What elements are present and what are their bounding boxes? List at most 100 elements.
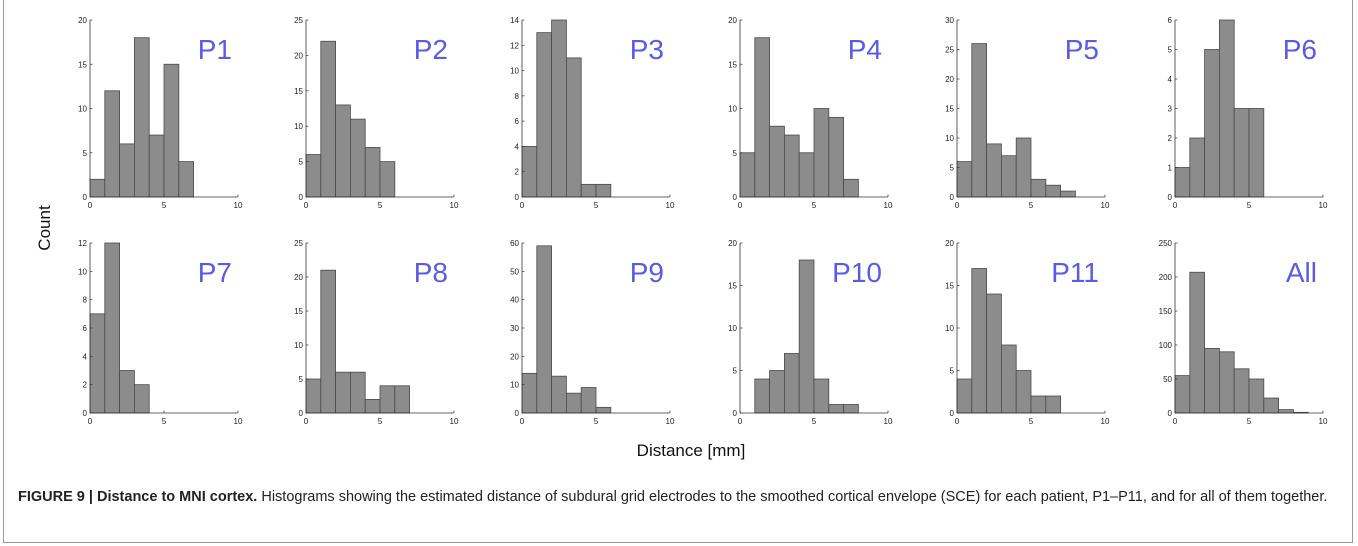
y-tick-label: 15 bbox=[78, 60, 87, 69]
histogram-panel-p7: 0 2 4 6 8 10 12 0 5 10 P7 bbox=[78, 239, 243, 426]
x-tick-label: 5 bbox=[1029, 417, 1034, 426]
y-tick-label: 200 bbox=[1159, 273, 1173, 282]
histogram-bar bbox=[813, 378, 830, 414]
y-tick-label: 4 bbox=[83, 352, 88, 361]
histogram-bar bbox=[580, 183, 597, 198]
panel-label: P1 bbox=[198, 34, 232, 65]
x-tick-label: 5 bbox=[1247, 201, 1252, 210]
histogram-bar bbox=[1001, 155, 1017, 198]
histogram-bar bbox=[1045, 184, 1062, 198]
histogram-bar bbox=[394, 385, 410, 414]
y-tick-label: 20 bbox=[78, 16, 87, 25]
y-tick-label: 8 bbox=[83, 296, 88, 305]
x-tick-label: 10 bbox=[666, 417, 675, 426]
y-tick-label: 5 bbox=[733, 149, 738, 158]
x-tick-label: 5 bbox=[594, 417, 599, 426]
histogram-bar bbox=[1174, 375, 1191, 414]
caption-title: FIGURE 9 | Distance to MNI cortex. bbox=[18, 489, 258, 505]
y-tick-label: 1 bbox=[1168, 164, 1173, 173]
histogram-bar bbox=[784, 353, 800, 414]
histogram-bar bbox=[986, 143, 1002, 198]
histogram-bar bbox=[349, 118, 366, 198]
histogram-bar bbox=[580, 387, 597, 414]
y-tick-label: 8 bbox=[515, 92, 520, 101]
y-tick-label: 14 bbox=[510, 16, 519, 25]
panel-label: P8 bbox=[414, 257, 448, 288]
histogram-bar bbox=[813, 108, 830, 198]
y-tick-label: 0 bbox=[950, 409, 955, 418]
histogram-bar bbox=[1263, 397, 1280, 414]
y-tick-label: 30 bbox=[510, 324, 519, 333]
histogram-bar bbox=[163, 63, 180, 198]
histogram-bar bbox=[551, 19, 567, 198]
histogram-bar bbox=[1030, 178, 1047, 198]
y-tick-label: 0 bbox=[515, 193, 520, 202]
y-tick-label: 60 bbox=[510, 239, 519, 248]
y-tick-label: 0 bbox=[515, 409, 520, 418]
x-tick-label: 10 bbox=[1101, 417, 1110, 426]
histogram-bar bbox=[89, 178, 106, 198]
histogram-panel-p6: 0 1 2 3 4 5 6 0 5 10 P6 bbox=[1168, 16, 1328, 210]
x-tick-label: 10 bbox=[450, 417, 459, 426]
histogram-bar bbox=[89, 313, 106, 414]
histogram-panel-p8: 0 5 10 15 20 25 0 5 10 P8 bbox=[294, 239, 459, 426]
histogram-bar bbox=[305, 378, 322, 414]
histogram-bar bbox=[566, 57, 582, 198]
y-tick-label: 25 bbox=[945, 46, 954, 55]
histogram-bar bbox=[566, 392, 582, 414]
y-tick-label: 50 bbox=[1163, 375, 1172, 384]
figure-frame bbox=[3, 0, 1353, 543]
y-tick-label: 3 bbox=[1168, 105, 1173, 114]
y-axis-label: Count bbox=[35, 205, 54, 251]
y-tick-label: 10 bbox=[728, 324, 737, 333]
histogram-panel-p5: 0 5 10 15 20 25 30 0 5 10 P5 bbox=[945, 16, 1110, 210]
y-tick-label: 15 bbox=[728, 60, 737, 69]
histogram-bar bbox=[178, 161, 195, 198]
histogram-bar bbox=[798, 259, 815, 414]
histogram-panel-p11: 0 5 10 15 20 0 5 10 P11 bbox=[945, 239, 1110, 426]
y-tick-label: 5 bbox=[299, 158, 304, 167]
panel-label: P2 bbox=[414, 34, 448, 65]
histogram-panel-p10: 0 5 10 15 20 0 5 10 P10 bbox=[728, 239, 893, 426]
histogram-bar bbox=[986, 293, 1002, 414]
histogram-panel-p2: 0 5 10 15 20 25 0 5 10 P2 bbox=[294, 16, 459, 210]
histogram-panel-p4: 0 5 10 15 20 0 5 10 P4 bbox=[728, 16, 893, 210]
y-tick-label: 20 bbox=[728, 239, 737, 248]
y-tick-label: 20 bbox=[945, 239, 954, 248]
x-tick-label: 5 bbox=[378, 201, 383, 210]
x-tick-label: 5 bbox=[162, 201, 167, 210]
y-tick-label: 150 bbox=[1159, 307, 1173, 316]
panel-label: P7 bbox=[198, 257, 232, 288]
histogram-bar bbox=[769, 370, 785, 414]
histogram-bar bbox=[971, 268, 987, 414]
histogram-panel-p3: 0 2 4 6 8 10 12 14 0 5 10 P3 bbox=[510, 16, 675, 210]
histogram-bar bbox=[1248, 108, 1265, 198]
y-tick-label: 15 bbox=[945, 105, 954, 114]
panel-label: P11 bbox=[1051, 257, 1099, 288]
x-tick-label: 10 bbox=[1101, 201, 1110, 210]
y-tick-label: 40 bbox=[510, 296, 519, 305]
histogram-bar bbox=[379, 385, 396, 414]
histogram-bar bbox=[536, 245, 552, 414]
histogram-bar bbox=[1030, 395, 1047, 414]
panel-label: P9 bbox=[630, 257, 664, 288]
x-tick-label: 5 bbox=[812, 417, 817, 426]
y-tick-label: 20 bbox=[294, 273, 303, 282]
x-tick-label: 0 bbox=[955, 201, 960, 210]
histogram-bar bbox=[1001, 344, 1017, 414]
panel-label: P4 bbox=[848, 34, 882, 65]
y-tick-label: 10 bbox=[510, 381, 519, 390]
y-tick-label: 6 bbox=[515, 117, 520, 126]
y-tick-label: 20 bbox=[294, 51, 303, 60]
x-tick-label: 5 bbox=[812, 201, 817, 210]
histogram-bar bbox=[595, 183, 612, 198]
histogram-bar bbox=[104, 90, 121, 198]
y-tick-label: 0 bbox=[1168, 409, 1173, 418]
y-tick-label: 10 bbox=[510, 67, 519, 76]
x-tick-label: 10 bbox=[234, 201, 243, 210]
panel-label: P5 bbox=[1065, 34, 1099, 65]
histogram-bar bbox=[784, 134, 800, 198]
histogram-bar bbox=[769, 125, 785, 198]
